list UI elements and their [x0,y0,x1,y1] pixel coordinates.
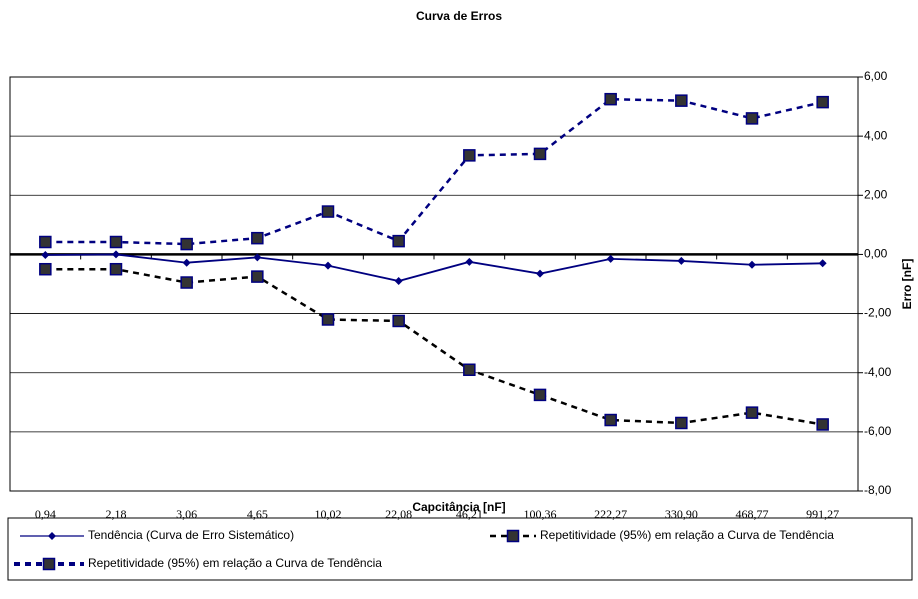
x-tick-label: 22,08 [385,507,412,521]
data-point [251,270,264,283]
data-point [536,269,544,278]
data-point [816,418,829,431]
y-tick-label: 6,00 [864,69,888,83]
data-point [48,532,56,540]
data-point [506,529,520,543]
data-point [816,95,829,109]
y-tick-label: 2,00 [864,187,888,201]
data-point [604,413,617,427]
data-point [392,234,405,248]
data-point [675,416,688,430]
x-tick-label: 3,06 [176,507,197,521]
data-point [324,261,332,270]
data-point [321,313,335,326]
chart-title: Curva de Erros [416,9,502,23]
y-tick-label: 0,00 [864,247,888,261]
data-point [321,205,335,218]
data-point [533,147,547,161]
data-point [745,406,759,419]
legend-label: Tendência (Curva de Erro Sistemático) [88,528,294,542]
data-point [109,235,123,249]
x-tick-label: 222,27 [594,507,627,521]
data-point [748,260,756,269]
data-point [251,231,264,245]
data-point [182,258,191,267]
x-tick-label: 46,21 [456,507,483,521]
legend-label: Repetitividade (95%) em relação a Curva … [540,528,834,542]
x-tick-label: 2,18 [106,507,127,521]
y-tick-label: -8,00 [864,483,892,497]
data-point [745,112,759,125]
legend-label: Repetitividade (95%) em relação a Curva … [88,556,382,570]
x-tick-label: 330,90 [665,507,698,521]
data-point [606,254,615,263]
data-point [180,276,193,289]
data-point [39,235,52,249]
data-point [180,237,193,251]
y-tick-label: -2,00 [864,306,892,320]
data-point [42,557,56,571]
data-point [41,251,50,260]
y-tick-label: -4,00 [864,365,892,379]
y-tick-label: 4,00 [864,128,888,142]
series-line [45,267,823,426]
data-point [463,363,476,377]
data-point [818,259,827,268]
series-line [45,253,823,282]
y-tick-label: -6,00 [864,424,892,438]
data-point [253,253,262,262]
x-tick-label: 991,27 [806,507,839,521]
data-point [392,314,405,328]
x-tick-label: 0,94 [35,507,56,521]
series-line [45,97,823,246]
legend [7,517,913,581]
data-point [463,149,476,162]
x-tick-label: 4,65 [247,507,268,521]
y-axis-title: Erro [nF] [900,259,914,310]
x-axis-title: Capcitância [nF] [412,500,505,514]
data-point [109,262,123,276]
data-point [533,388,547,402]
data-point [604,92,617,106]
x-tick-label: 468,77 [736,507,769,521]
data-point [39,262,52,276]
data-point [394,277,403,286]
data-point [677,256,686,265]
x-tick-label: 10,02 [315,507,342,521]
data-point [112,250,120,259]
plot-area [9,76,859,492]
x-tick-label: 100,36 [524,507,557,521]
data-point [675,94,688,107]
data-point [465,257,474,266]
